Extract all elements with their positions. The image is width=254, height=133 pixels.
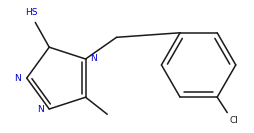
Text: N: N [14, 74, 21, 83]
Text: HS: HS [25, 8, 38, 17]
Text: N: N [91, 54, 97, 63]
Text: N: N [37, 105, 44, 114]
Text: Cl: Cl [230, 117, 239, 126]
